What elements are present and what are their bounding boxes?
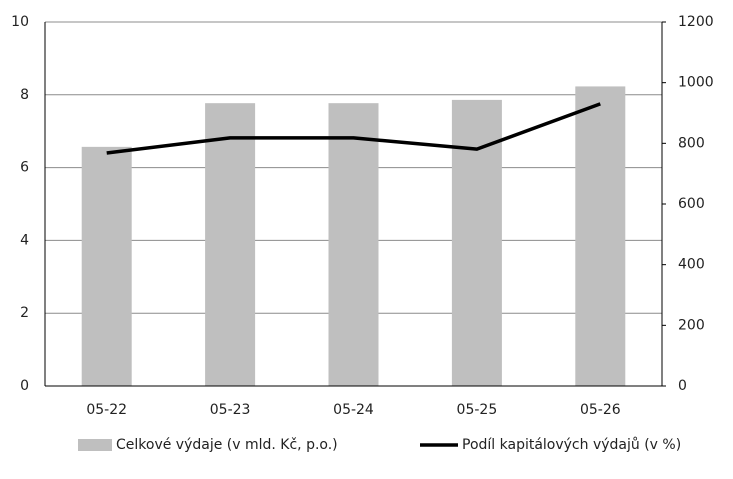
- y2-tick-label: 1000: [678, 75, 714, 91]
- x-tick-label: 05-23: [210, 402, 251, 418]
- y-tick-label: 2: [20, 305, 29, 321]
- y2-tick-label: 800: [678, 135, 705, 151]
- y2-tick-label: 400: [678, 257, 705, 273]
- y2-tick-label: 1200: [678, 14, 714, 30]
- y-tick-label: 8: [20, 87, 29, 103]
- legend-swatch: [78, 439, 112, 451]
- y2-tick-label: 200: [678, 317, 705, 333]
- y-tick-label: 10: [11, 14, 29, 30]
- y2-tick-label: 0: [678, 378, 687, 394]
- x-tick-label: 05-22: [86, 402, 127, 418]
- y-tick-label: 0: [20, 378, 29, 394]
- bar: [328, 103, 379, 386]
- bar: [575, 86, 626, 386]
- x-tick-label: 05-24: [333, 402, 374, 418]
- legend-label: Podíl kapitálových výdajů (v %): [462, 437, 681, 453]
- x-tick-label: 05-26: [580, 402, 621, 418]
- x-tick-label: 05-25: [457, 402, 498, 418]
- y2-tick-label: 600: [678, 196, 705, 212]
- legend-label: Celkové výdaje (v mld. Kč, p.o.): [116, 437, 338, 453]
- bar: [81, 146, 132, 386]
- bar: [205, 103, 256, 386]
- y-tick-label: 6: [20, 160, 29, 176]
- line: [106, 102, 601, 155]
- y-tick-label: 4: [20, 232, 29, 248]
